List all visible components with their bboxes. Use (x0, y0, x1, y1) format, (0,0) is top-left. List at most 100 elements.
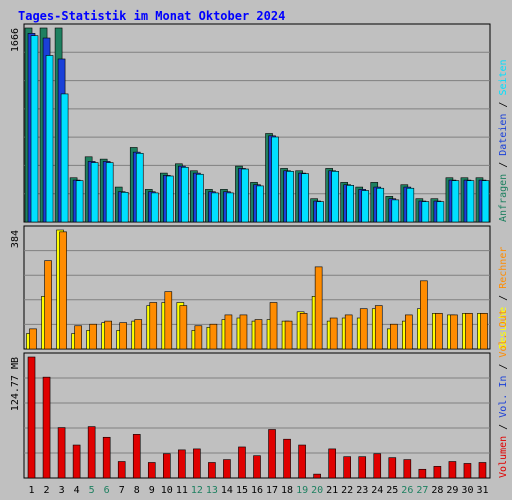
bar-rechner-day-28 (435, 313, 443, 350)
bar-rechner-day-15 (239, 314, 248, 350)
legend-besuche: Besuche (498, 307, 509, 349)
x-tick-label-24: 24 (371, 485, 383, 496)
legend-separator: / (498, 418, 509, 436)
x-tick-label-6: 6 (104, 485, 110, 496)
bar-seiten-day-29 (451, 180, 460, 223)
bar-rechner-day-29 (450, 314, 458, 350)
right-legend-3: Volumen / Vol. In / Vol. Out (498, 309, 509, 478)
x-tick-label-16: 16 (251, 485, 263, 496)
bar-volumen-day-31 (478, 462, 487, 479)
legend-volumen: Volumen (498, 436, 509, 478)
bar-seiten-day-25 (391, 199, 400, 223)
x-tick-label-4: 4 (74, 485, 80, 496)
bar-rechner-day-20 (314, 266, 323, 350)
x-tick-label-9: 9 (149, 485, 155, 496)
bar-seiten-day-21 (331, 171, 339, 223)
bar-rechner-day-10 (164, 291, 173, 350)
x-tick-label-20: 20 (311, 485, 323, 496)
y-max-label-panel-1: 1666 (10, 28, 21, 52)
bar-seiten-day-2 (45, 55, 54, 223)
bar-seiten-day-6 (105, 162, 114, 223)
bar-volumen-day-26 (403, 459, 412, 479)
bar-seiten-day-8 (135, 152, 144, 223)
legend-anfragen: Anfragen (498, 174, 509, 222)
bar-rechner-day-26 (405, 314, 413, 350)
x-tick-label-5: 5 (89, 485, 95, 496)
bar-seiten-day-22 (346, 185, 354, 223)
x-tick-label-22: 22 (341, 485, 353, 496)
bar-rechner-day-14 (224, 314, 233, 350)
x-tick-label-31: 31 (476, 485, 488, 496)
bar-rechner-day-4 (74, 325, 82, 350)
x-tick-label-3: 3 (59, 485, 65, 496)
x-tick-label-27: 27 (416, 485, 428, 496)
legend-separator: / (498, 358, 509, 376)
x-tick-label-15: 15 (236, 485, 248, 496)
bar-seiten-day-15 (241, 168, 249, 223)
bar-volumen-day-14 (223, 459, 231, 479)
bar-volumen-day-27 (418, 468, 427, 479)
legend-seiten: Seiten (498, 59, 509, 95)
x-tick-label-21: 21 (326, 485, 338, 496)
bar-seiten-day-28 (436, 201, 445, 223)
bar-seiten-day-11 (181, 166, 189, 223)
right-legend-1: Anfragen / Dateien / Seiten (498, 59, 509, 222)
bar-seiten-day-12 (196, 173, 204, 223)
bar-rechner-day-16 (254, 319, 263, 350)
legend-dateien: Dateien (498, 114, 509, 156)
bar-seiten-day-26 (406, 187, 415, 223)
bar-volumen-day-5 (87, 426, 96, 479)
bar-volumen-day-24 (373, 453, 382, 479)
bar-volumen-day-4 (72, 444, 81, 479)
bar-seiten-day-16 (256, 185, 264, 223)
bar-volumen-day-25 (388, 457, 397, 479)
bar-volumen-day-1 (27, 356, 36, 479)
y-max-label-panel-3: 124.77 MB (10, 357, 21, 411)
x-tick-label-28: 28 (431, 485, 443, 496)
bar-rechner-day-31 (480, 313, 488, 350)
bar-seiten-day-3 (60, 93, 69, 223)
bar-volumen-day-12 (193, 448, 201, 479)
bar-rechner-day-19 (299, 313, 308, 350)
bar-seiten-day-17 (271, 136, 279, 223)
x-tick-label-23: 23 (356, 485, 368, 496)
y-max-label-panel-2: 384 (10, 230, 21, 248)
bar-rechner-day-1 (29, 328, 37, 350)
x-tick-label-10: 10 (161, 485, 173, 496)
x-tick-label-19: 19 (296, 485, 308, 496)
bar-volumen-day-8 (132, 434, 141, 479)
bar-rechner-day-9 (149, 302, 158, 350)
bar-volumen-day-21 (328, 448, 336, 479)
x-tick-label-1: 1 (29, 485, 35, 496)
bar-volumen-day-3 (57, 427, 66, 479)
bar-volumen-day-22 (343, 456, 351, 479)
bar-seiten-day-19 (301, 173, 309, 223)
legend-separator: / (498, 156, 509, 174)
bar-rechner-day-25 (389, 323, 398, 350)
x-tick-label-12: 12 (191, 485, 203, 496)
bar-rechner-day-2 (44, 260, 52, 350)
x-tick-label-29: 29 (446, 485, 458, 496)
bar-volumen-day-19 (298, 444, 306, 479)
legend-rechner: Rechner (498, 247, 509, 289)
bar-rechner-day-17 (269, 302, 278, 350)
bar-seiten-day-30 (466, 180, 475, 223)
legend-separator: / (498, 96, 509, 114)
x-tick-label-26: 26 (401, 485, 413, 496)
bar-volumen-day-23 (358, 456, 367, 479)
bar-seiten-day-27 (421, 201, 430, 223)
bar-seiten-day-20 (316, 201, 324, 223)
x-tick-label-30: 30 (461, 485, 473, 496)
bar-seiten-day-23 (361, 190, 370, 223)
bar-volumen-day-20 (313, 473, 321, 479)
bar-seiten-day-31 (481, 180, 490, 223)
bar-volumen-day-16 (253, 455, 261, 479)
bar-volumen-day-10 (163, 453, 171, 479)
x-tick-label-2: 2 (44, 485, 50, 496)
bar-volumen-day-15 (238, 446, 246, 479)
bar-rechner-day-7 (119, 322, 128, 350)
bar-rechner-day-21 (329, 317, 338, 350)
x-tick-label-11: 11 (176, 485, 188, 496)
